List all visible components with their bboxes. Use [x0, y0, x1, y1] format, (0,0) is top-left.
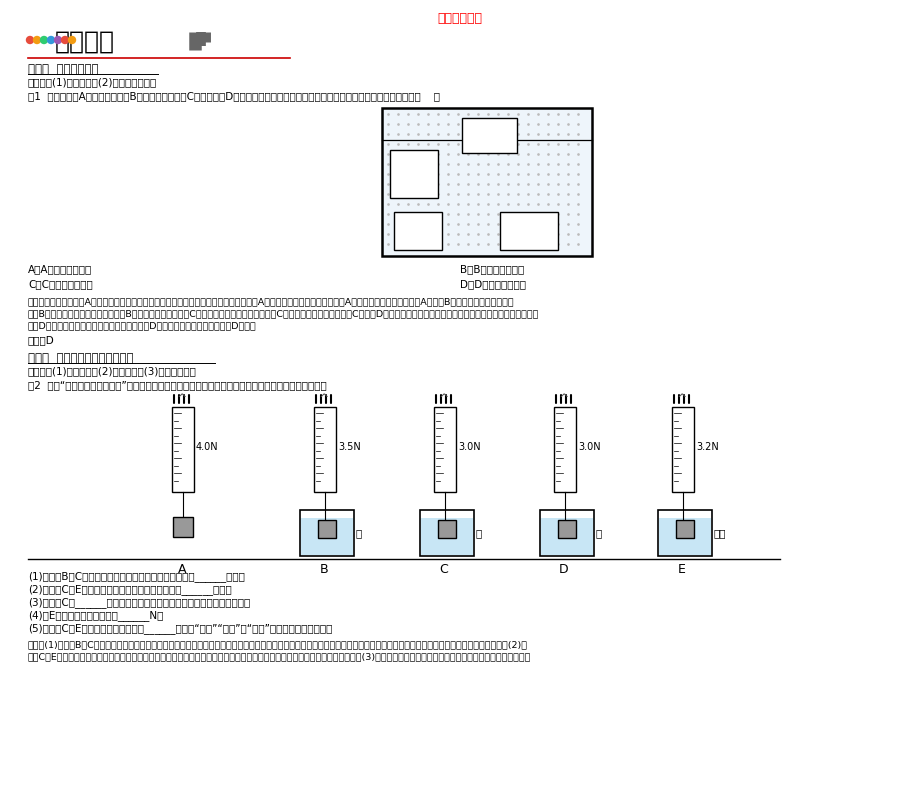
Bar — [381, 108, 591, 256]
Text: C: C — [413, 225, 423, 239]
Text: 例2  探究“影响浮力大小的因素”时，小红做了如图所示的实验。请你根据她的实验探究，回答下列问题：: 例2 探究“影响浮力大小的因素”时，小红做了如图所示的实验。请你根据她的实验探究… — [28, 380, 326, 390]
Text: ^: ^ — [676, 393, 686, 406]
Text: 水: 水 — [356, 528, 362, 538]
Circle shape — [33, 36, 40, 43]
Bar — [657, 510, 711, 556]
Circle shape — [62, 36, 68, 43]
Bar — [499, 212, 558, 250]
Bar — [173, 517, 193, 537]
Text: 章末知识汇总: 章末知识汇总 — [437, 12, 482, 25]
Text: (3)比较图C和______可知，浮力的大小与物体浸没在液体中的深度无关。: (3)比较图C和______可知，浮力的大小与物体浸没在液体中的深度无关。 — [28, 597, 250, 608]
Bar — [390, 150, 437, 198]
Text: A．A物体一定受浮力: A．A物体一定受浮力 — [28, 264, 92, 274]
Text: 4.0N: 4.0N — [196, 442, 219, 452]
Bar — [300, 510, 354, 556]
Bar — [172, 407, 194, 492]
Text: C: C — [439, 563, 448, 576]
Text: (4)图E中物体受到浮力大小为______N。: (4)图E中物体受到浮力大小为______N。 — [28, 610, 164, 621]
Bar — [461, 118, 516, 153]
Bar — [671, 407, 693, 492]
Bar — [553, 407, 575, 492]
Bar — [318, 520, 335, 538]
Bar — [540, 518, 593, 555]
Text: 解析：由图可知，水对A物体上表面没有受到水的压力，但下表面受到水的压力，因此水对A物体上下表面产生了的压力差，A物体受浮力的作用，故选项A正确；B物体上下表面产: 解析：由图可知，水对A物体上表面没有受到水的压力，但下表面受到水的压力，因此水对… — [28, 297, 514, 306]
Text: 差，B物体一定受浮力的作用，故选项B正确；由图可知，水对C物体上下表面产生了的压力差，C物体受浮力的作用，故选项C正确；D物体上表面受到水的压力，但下表面没有受: 差，B物体一定受浮力的作用，故选项B正确；由图可知，水对C物体上下表面产生了的压… — [28, 309, 539, 318]
Text: 类型二  探究影响浮力大小的因素: 类型二 探究影响浮力大小的因素 — [28, 352, 133, 365]
Text: B: B — [319, 563, 328, 576]
Text: 3.0N: 3.0N — [458, 442, 480, 452]
Bar — [558, 520, 575, 538]
Circle shape — [54, 36, 62, 43]
Text: 命题点：(1)浮力概念；(2)浮力的三要素。: 命题点：(1)浮力概念；(2)浮力的三要素。 — [28, 77, 157, 87]
Text: 例1  如图所示，A漂浮在水面上，B悬浮在水中静止，C沉入水底，D是容器自身凸起的一部分，关于它们所受浮力的情况说法错误的是（    ）: 例1 如图所示，A漂浮在水面上，B悬浮在水中静止，C沉入水底，D是容器自身凸起的… — [28, 91, 439, 101]
Text: B: B — [409, 168, 418, 182]
Bar — [381, 108, 591, 256]
Bar — [421, 518, 472, 555]
Text: 类型一  浮力概念讲析: 类型一 浮力概念讲析 — [28, 63, 98, 76]
Bar — [301, 518, 353, 555]
Text: 答案：D: 答案：D — [28, 335, 55, 345]
Text: 较图C和E可知，物体排开液体的体积相同，液体的密度不同，浮力大小不同，由此可知，物体受到的浮力大小与液体的密度有关。(3)要探究浮力的大小与物体浸没在液体中的深: 较图C和E可知，物体排开液体的体积相同，液体的密度不同，浮力大小不同，由此可知，… — [28, 652, 531, 661]
Text: 题型必会: 题型必会 — [55, 30, 115, 54]
Text: B．B物体一定受浮力: B．B物体一定受浮力 — [460, 264, 524, 274]
Text: 水对D物体只有向下的压力，没有向上的压力，D物体不受浮力的作用，故选项D错误。: 水对D物体只有向下的压力，没有向上的压力，D物体不受浮力的作用，故选项D错误。 — [28, 321, 256, 330]
Text: 3.0N: 3.0N — [577, 442, 600, 452]
Bar — [437, 520, 456, 538]
Text: D．D物体一定受浮力: D．D物体一定受浮力 — [460, 279, 526, 289]
Text: D: D — [523, 225, 534, 239]
Text: ^: ^ — [558, 393, 569, 406]
Bar — [393, 212, 441, 250]
Bar — [313, 407, 335, 492]
Text: (5)比较图C和E可知，水对杯底的压强______（选填“大于”“小于”或“等于”）酒精对杯底的压强。: (5)比较图C和E可知，水对杯底的压强______（选填“大于”“小于”或“等于… — [28, 623, 332, 634]
Text: 命题点：(1)实验原理；(2)实验步骤；(3)实验结论等。: 命题点：(1)实验原理；(2)实验步骤；(3)实验结论等。 — [28, 366, 197, 376]
Text: 3.2N: 3.2N — [696, 442, 718, 452]
Text: ^: ^ — [438, 393, 448, 406]
Circle shape — [40, 36, 48, 43]
Text: 水: 水 — [475, 528, 482, 538]
Text: 酒精: 酒精 — [713, 528, 726, 538]
Text: ^: ^ — [318, 393, 329, 406]
Bar — [434, 407, 456, 492]
Circle shape — [48, 36, 54, 43]
Text: 3.5N: 3.5N — [337, 442, 360, 452]
Text: A: A — [177, 563, 186, 576]
Bar — [539, 510, 594, 556]
Text: ^: ^ — [176, 393, 187, 406]
Circle shape — [27, 36, 33, 43]
Bar — [420, 510, 473, 556]
Text: (1)比较图B和C可知，物体受到的浮力大小与排开液体的______有关。: (1)比较图B和C可知，物体受到的浮力大小与排开液体的______有关。 — [28, 571, 244, 582]
Text: A: A — [484, 129, 494, 144]
Text: 解析：(1)比较图B和C可知，物体浸入液体中的体积不同，即物体排开液体的体积不同，弹簧测力计的示数不同，表示浮力不同，由此可知，物体受到的浮力大小与排开液体的体: 解析：(1)比较图B和C可知，物体浸入液体中的体积不同，即物体排开液体的体积不同… — [28, 640, 528, 649]
Text: 水: 水 — [596, 528, 602, 538]
Bar — [675, 520, 693, 538]
Bar — [658, 518, 710, 555]
Text: E: E — [677, 563, 686, 576]
Text: D: D — [559, 563, 568, 576]
Text: C．C物体一定受浮力: C．C物体一定受浮力 — [28, 279, 93, 289]
Text: (2)比较图C和E可知，物体受到的浮力大小与液体的______有关。: (2)比较图C和E可知，物体受到的浮力大小与液体的______有关。 — [28, 584, 232, 595]
Circle shape — [68, 36, 75, 43]
